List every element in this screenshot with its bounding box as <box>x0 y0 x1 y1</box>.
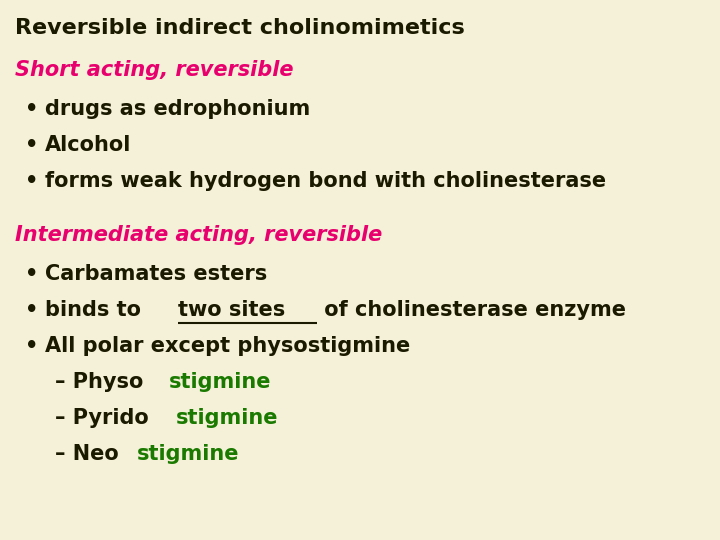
Text: •: • <box>25 135 38 155</box>
Text: •: • <box>25 336 38 356</box>
Text: of cholinesterase enzyme: of cholinesterase enzyme <box>317 300 626 320</box>
Text: forms weak hydrogen bond with cholinesterase: forms weak hydrogen bond with cholineste… <box>45 171 606 191</box>
Text: •: • <box>25 171 38 191</box>
Text: two sites: two sites <box>179 300 285 320</box>
Text: Intermediate acting, reversible: Intermediate acting, reversible <box>15 225 382 245</box>
Text: Alcohol: Alcohol <box>45 135 131 155</box>
Text: stigmine: stigmine <box>176 408 279 428</box>
Text: stigmine: stigmine <box>169 372 271 392</box>
Text: drugs as edrophonium: drugs as edrophonium <box>45 99 310 119</box>
Text: •: • <box>25 264 38 284</box>
Text: Carbamates esters: Carbamates esters <box>45 264 267 284</box>
Text: Reversible indirect cholinomimetics: Reversible indirect cholinomimetics <box>15 18 464 38</box>
Text: – Neo: – Neo <box>55 444 119 464</box>
Text: stigmine: stigmine <box>138 444 240 464</box>
Text: – Pyrido: – Pyrido <box>55 408 149 428</box>
Text: Short acting, reversible: Short acting, reversible <box>15 60 294 80</box>
Text: All polar except physostigmine: All polar except physostigmine <box>45 336 410 356</box>
Text: •: • <box>25 99 38 119</box>
Text: – Physo: – Physo <box>55 372 143 392</box>
Text: •: • <box>25 300 38 320</box>
Text: binds to: binds to <box>45 300 148 320</box>
